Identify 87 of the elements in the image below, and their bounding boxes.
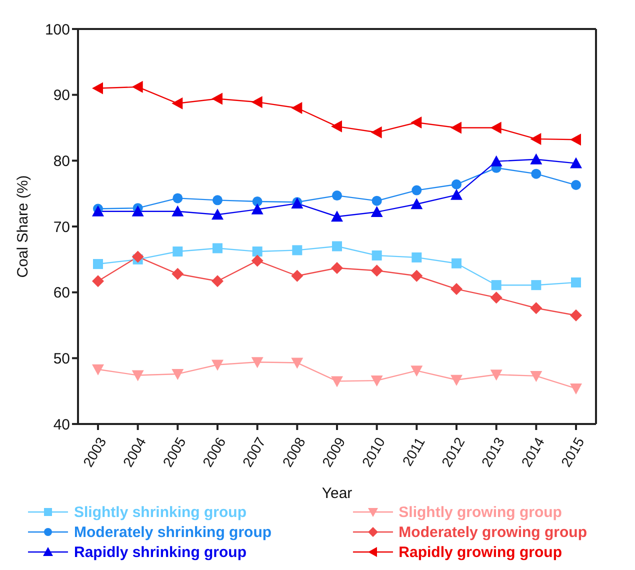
point <box>212 92 222 105</box>
legend-label: Slightly growing group <box>398 504 562 520</box>
point <box>450 122 462 134</box>
x-axis-title: Year <box>322 485 352 502</box>
point <box>530 132 542 145</box>
point <box>570 309 582 322</box>
point <box>331 210 343 222</box>
point <box>172 205 184 216</box>
point <box>252 196 262 206</box>
point <box>331 376 343 388</box>
point <box>251 357 264 368</box>
legend-label: Moderately growing group <box>398 524 587 540</box>
legend-label: Moderately shrinking group <box>74 524 272 540</box>
point <box>370 126 382 138</box>
point <box>450 188 462 200</box>
point <box>530 302 542 314</box>
point <box>570 383 582 394</box>
point <box>172 97 183 110</box>
point <box>372 196 382 206</box>
point <box>530 370 542 382</box>
point <box>132 80 143 93</box>
point <box>252 246 262 257</box>
point <box>571 277 581 288</box>
point <box>212 360 224 371</box>
y-tick-label: 90 <box>53 87 70 104</box>
point <box>291 270 304 282</box>
point <box>212 208 224 220</box>
point <box>172 268 184 280</box>
y-axis-title: Coal Share (%) <box>14 175 32 278</box>
point <box>172 368 184 380</box>
point <box>212 275 224 288</box>
point <box>410 116 422 128</box>
point <box>570 134 581 146</box>
y-tick-label: 80 <box>53 152 70 170</box>
y-tick-label: 40 <box>53 416 70 434</box>
y-tick-label: 50 <box>53 350 70 368</box>
point <box>490 370 502 381</box>
legend-label: Rapidly growing group <box>398 544 562 560</box>
point <box>370 264 383 277</box>
point <box>212 243 222 254</box>
point <box>93 259 103 270</box>
point <box>530 153 542 164</box>
point <box>410 270 423 282</box>
point <box>331 262 343 274</box>
point <box>132 370 144 382</box>
point <box>172 193 183 204</box>
point <box>92 364 104 376</box>
point <box>92 82 103 94</box>
point <box>372 250 382 260</box>
y-tick-label: 100 <box>44 21 70 38</box>
point <box>491 280 502 290</box>
point <box>531 168 542 179</box>
point <box>570 157 582 168</box>
point <box>92 205 104 216</box>
point <box>452 179 462 190</box>
point <box>571 180 581 190</box>
point <box>370 376 383 387</box>
point <box>370 206 383 218</box>
point <box>412 252 422 262</box>
point <box>490 122 502 134</box>
y-tick-label: 70 <box>53 218 70 236</box>
point <box>450 374 462 386</box>
point <box>251 254 264 267</box>
point <box>452 258 462 268</box>
point <box>450 283 462 296</box>
point <box>531 280 542 290</box>
legend-label: Slightly shrinking group <box>74 504 246 520</box>
point <box>251 203 264 214</box>
point <box>490 155 502 166</box>
point <box>292 245 302 256</box>
point <box>412 185 422 196</box>
point <box>172 246 183 257</box>
point <box>291 102 302 114</box>
point <box>410 198 423 210</box>
point <box>410 366 423 377</box>
point <box>332 241 342 252</box>
point <box>92 275 104 288</box>
point <box>490 292 502 304</box>
point <box>332 190 342 201</box>
point <box>212 195 222 206</box>
y-tick-label: 60 <box>53 284 70 302</box>
point <box>251 96 262 108</box>
point <box>331 120 342 132</box>
point <box>291 358 304 369</box>
legend-label: Rapidly shrinking group <box>74 544 247 560</box>
point <box>132 250 144 263</box>
point <box>132 205 144 216</box>
